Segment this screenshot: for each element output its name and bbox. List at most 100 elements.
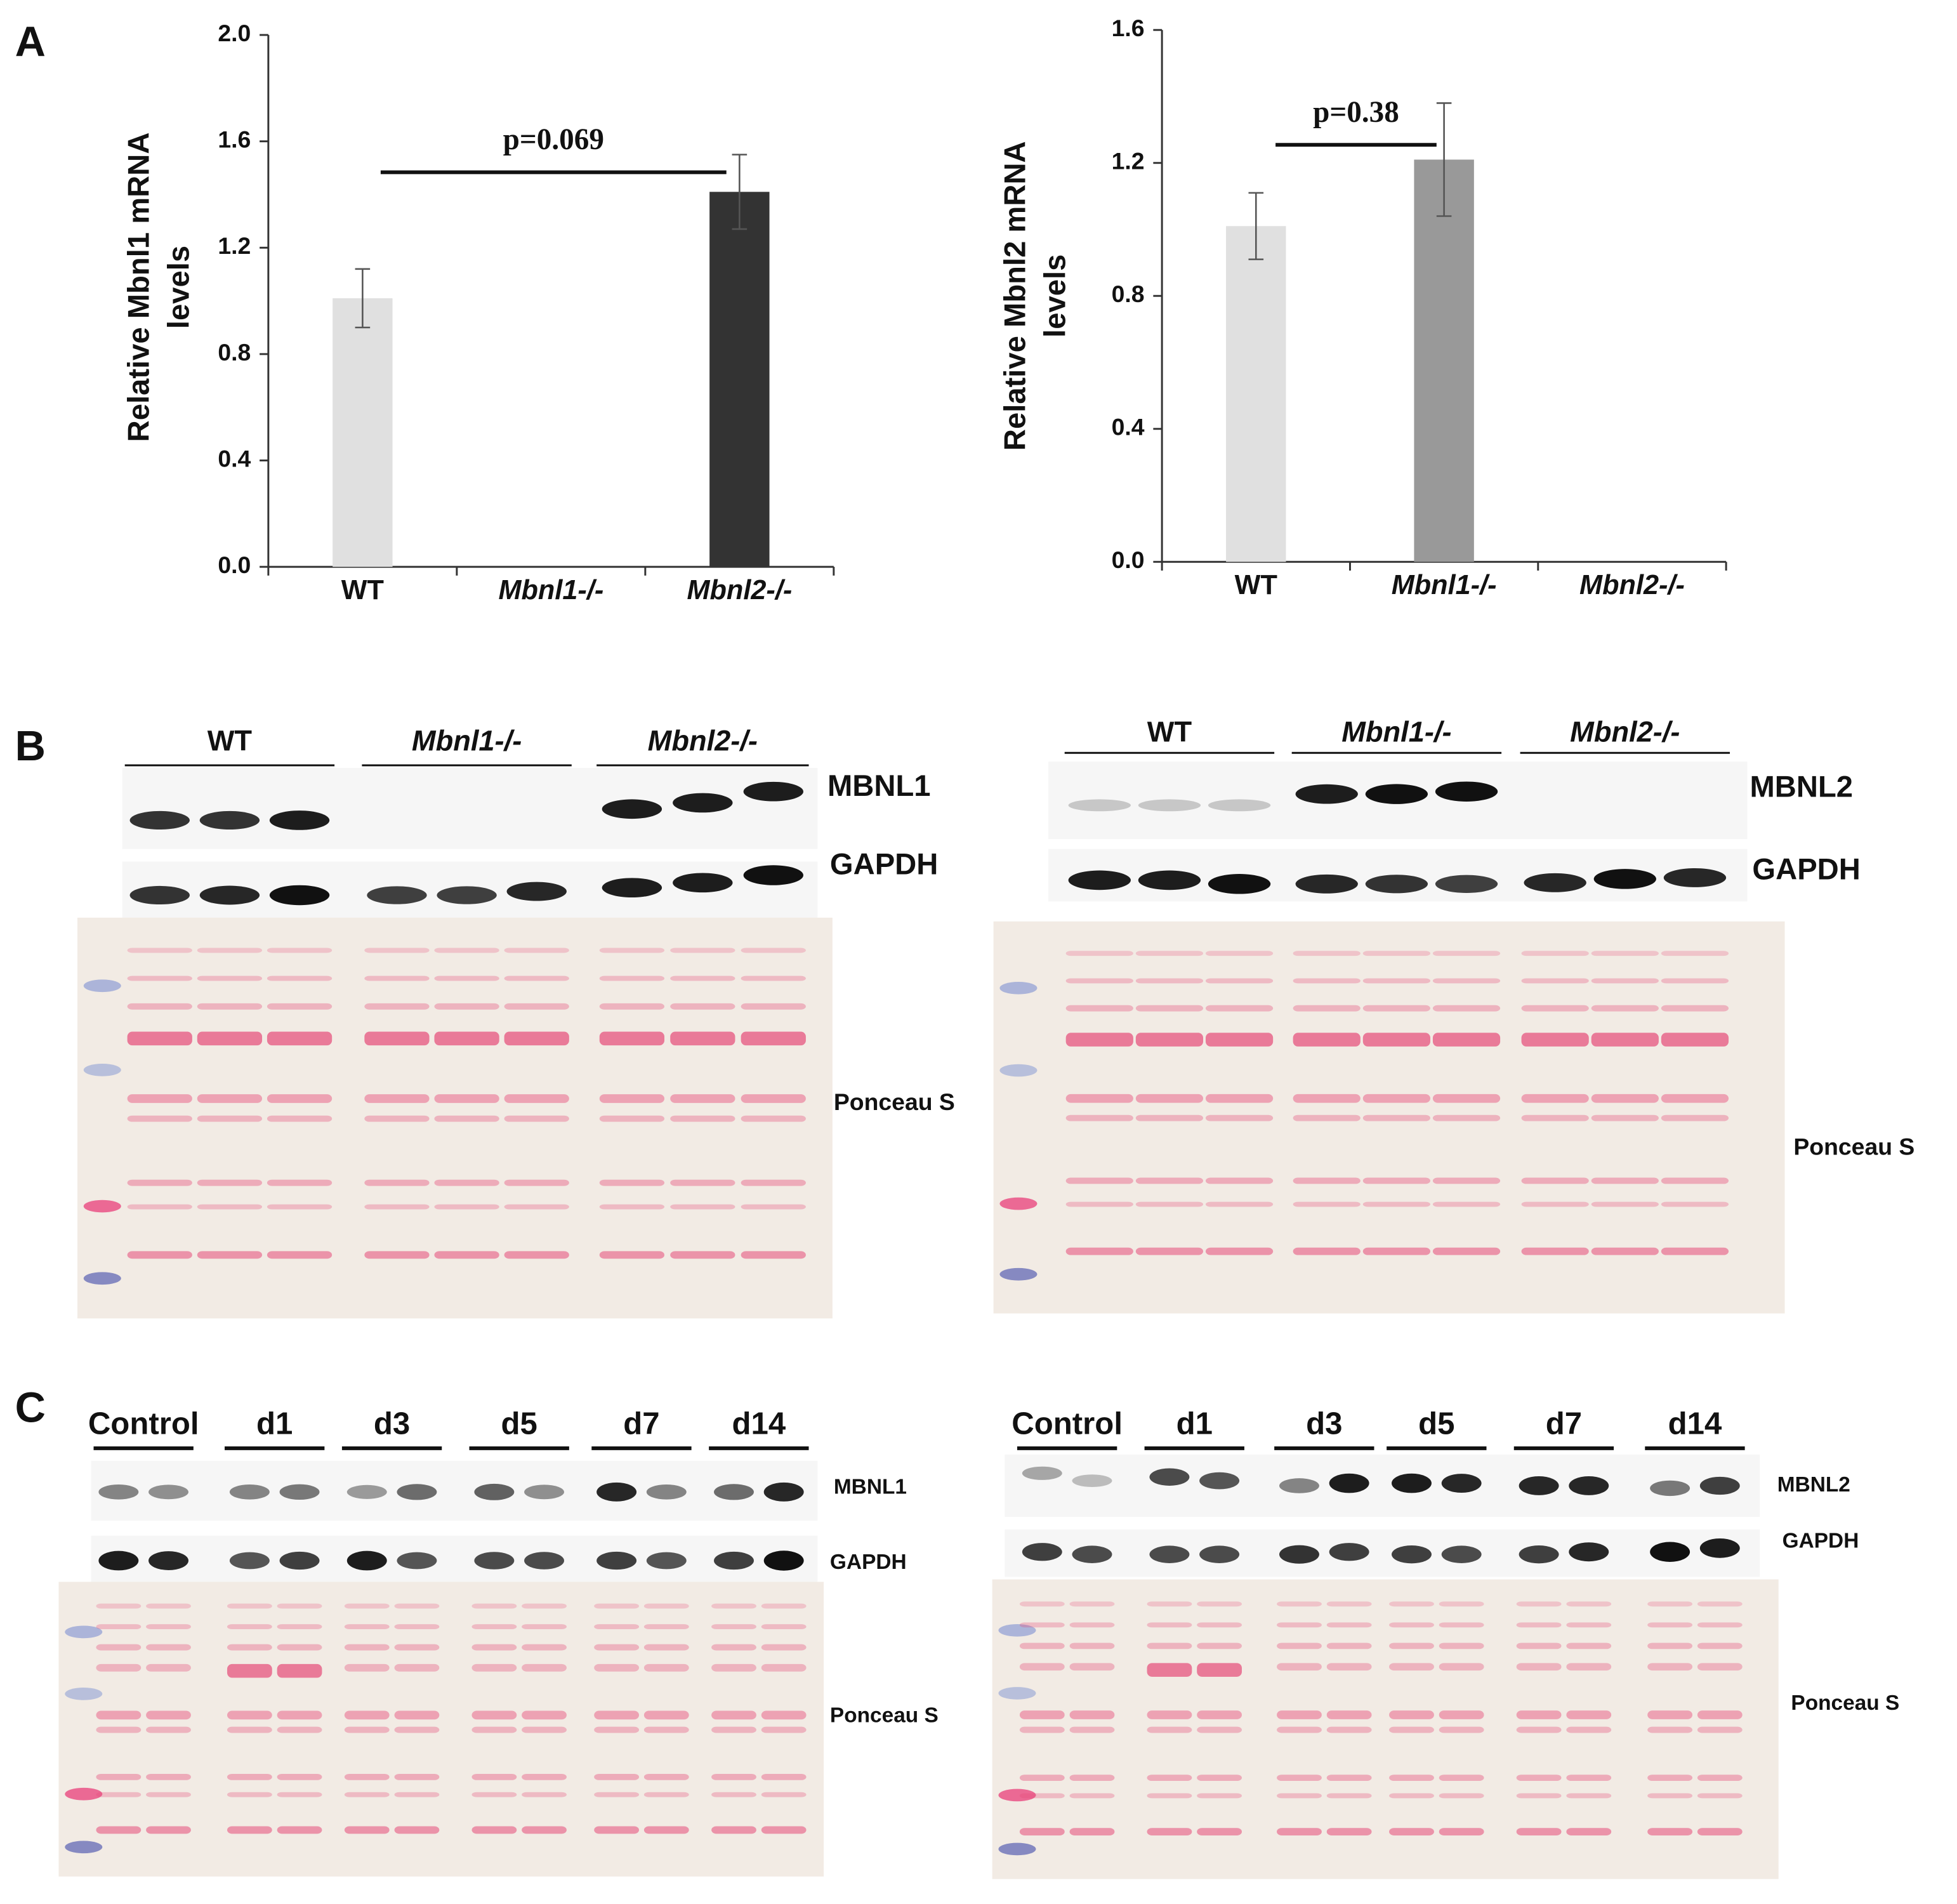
- gel-band: [1197, 1663, 1242, 1677]
- gel-band: [1205, 1114, 1274, 1121]
- gel-band: [522, 1603, 567, 1609]
- gel-band: [1566, 1622, 1612, 1628]
- gel-band: [1439, 1775, 1484, 1782]
- gel-band: [1521, 1177, 1589, 1184]
- gel-band: [364, 1094, 430, 1103]
- blot-band: [1072, 1545, 1112, 1563]
- error-bar: [1248, 192, 1264, 260]
- gel-band: [594, 1710, 640, 1720]
- gel-band: [504, 975, 569, 981]
- gel-band: [1019, 1775, 1065, 1782]
- gel-band: [197, 1031, 263, 1046]
- gel-band: [670, 1031, 735, 1046]
- gel-band: [127, 1251, 192, 1259]
- x-tick-label: Mbnl1-/-: [1392, 570, 1497, 600]
- gel-band: [594, 1663, 640, 1672]
- gel-band: [1069, 1793, 1115, 1799]
- gel-band: [1362, 1033, 1430, 1047]
- gel-band: [277, 1792, 322, 1797]
- gel-band: [1277, 1622, 1322, 1628]
- blot-band: [1519, 1476, 1559, 1495]
- gel-band: [1432, 1114, 1501, 1121]
- y-tick-label: 1.6: [1112, 15, 1145, 41]
- gel-band: [594, 1826, 640, 1834]
- gel-band: [1135, 1114, 1204, 1121]
- gel-band: [267, 1115, 333, 1122]
- gel-band: [1439, 1663, 1484, 1671]
- gel-band: [1516, 1643, 1562, 1649]
- panel-label: C: [15, 1384, 46, 1432]
- gel-band: [1065, 1094, 1133, 1103]
- y-tick-label: 0.4: [218, 445, 251, 472]
- gel-band: [344, 1726, 390, 1733]
- gel-band: [1019, 1643, 1065, 1649]
- gel-band: [471, 1644, 517, 1651]
- gel-band: [761, 1726, 807, 1733]
- gel-band: [1661, 1114, 1729, 1121]
- gel-band: [1326, 1828, 1372, 1835]
- gel-band: [1326, 1663, 1372, 1671]
- gel-band: [761, 1624, 807, 1630]
- gel-band: [267, 1094, 333, 1103]
- gel-band: [599, 948, 665, 953]
- p-value: p=0.069: [503, 123, 604, 156]
- gel-band: [434, 1003, 499, 1010]
- gel-band: [1362, 978, 1430, 984]
- gel-band: [1135, 1005, 1204, 1012]
- y-axis-label: levels: [1038, 255, 1072, 338]
- ladder-band: [998, 1788, 1036, 1802]
- gel-band: [1326, 1622, 1372, 1628]
- gel-band: [1293, 1201, 1361, 1207]
- gel-band: [1697, 1622, 1743, 1628]
- gel-band: [1293, 1177, 1361, 1184]
- gel-band: [277, 1663, 322, 1678]
- gel-band: [146, 1792, 191, 1797]
- gel-band: [471, 1726, 517, 1733]
- x-tick-label: Mbnl1-/-: [498, 575, 603, 605]
- gel-band: [1516, 1775, 1562, 1782]
- band-label: MBNL2: [1750, 770, 1854, 804]
- ladder-band: [65, 1787, 103, 1801]
- gel-band: [594, 1624, 640, 1630]
- gel-band: [1566, 1793, 1612, 1799]
- gel-band: [344, 1792, 390, 1797]
- gel-band: [1661, 1201, 1729, 1207]
- gel-band: [277, 1710, 322, 1720]
- gel-band: [594, 1644, 640, 1651]
- gel-band: [1069, 1710, 1115, 1719]
- gel-band: [227, 1663, 272, 1678]
- blot-band: [1329, 1543, 1369, 1561]
- gel-band: [711, 1644, 756, 1651]
- gel-band: [1521, 1201, 1589, 1207]
- gel-band: [1135, 1177, 1204, 1184]
- panel-label: A: [15, 18, 46, 65]
- blot-band: [437, 886, 497, 904]
- blot-band: [148, 1551, 188, 1570]
- gel-band: [741, 1251, 806, 1259]
- gel-band: [1432, 1005, 1501, 1012]
- gel-band: [96, 1726, 142, 1733]
- gel-band: [1647, 1663, 1693, 1671]
- gel-band: [1432, 1201, 1501, 1207]
- gel-band: [227, 1710, 272, 1720]
- gel-band: [267, 1204, 333, 1210]
- gel-band: [1697, 1828, 1743, 1835]
- gel-band: [1277, 1643, 1322, 1649]
- error-bar: [1436, 102, 1452, 217]
- blot-band: [524, 1484, 565, 1500]
- blot-band: [1295, 874, 1358, 894]
- blot-band: [1072, 1474, 1112, 1487]
- blot-band: [1279, 1478, 1319, 1493]
- blot-band: [98, 1550, 139, 1571]
- gel-band: [127, 975, 192, 981]
- gel-band: [1432, 978, 1501, 984]
- gel-band: [364, 1204, 430, 1210]
- gel-band: [1065, 1114, 1133, 1121]
- blot-strip: [91, 1460, 818, 1521]
- gel-band: [1277, 1793, 1322, 1799]
- panel-label: B: [15, 722, 46, 770]
- gel-band: [1661, 1177, 1729, 1184]
- gel-band: [1197, 1622, 1242, 1628]
- gel-band: [1697, 1775, 1743, 1782]
- gel-band: [1147, 1622, 1192, 1628]
